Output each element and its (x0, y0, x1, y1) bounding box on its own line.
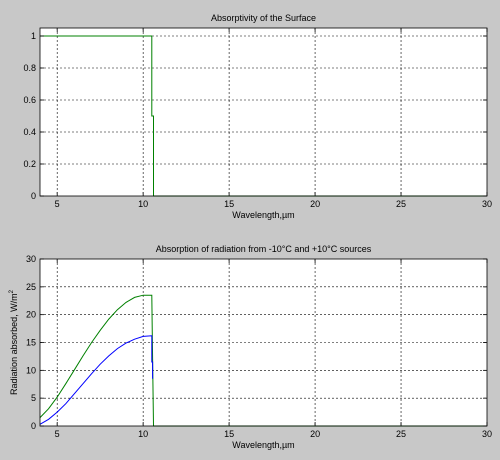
y-tick-label: 0 (31, 421, 36, 431)
y-ticks: 0 0.2 0.4 0.6 0.8 1 (23, 31, 487, 201)
y-axis-label-superscript: 2 (9, 289, 15, 293)
absorption-plot: 5 10 15 20 25 30 0 5 10 15 20 25 30 Absorption of r… (9, 244, 492, 450)
y-tick-label: 5 (31, 393, 36, 403)
y-tick-label: 0 (31, 191, 36, 201)
chart-title: Absorptivity of the Surface (211, 13, 316, 23)
chart-title: Absorption of radiation from -10°C and +… (156, 244, 372, 254)
y-tick-label: 1 (31, 31, 36, 41)
x-tick-label: 5 (55, 199, 60, 209)
x-tick-label: 20 (310, 199, 320, 209)
x-tick-label: 20 (310, 429, 320, 439)
y-tick-label: 25 (26, 282, 36, 292)
plot-area (40, 259, 487, 426)
series-group (39, 294, 487, 427)
x-axis-label: Wavelength,µm (232, 210, 294, 220)
y-tick-label: 10 (26, 365, 36, 375)
y-tick-label: 0.8 (23, 63, 36, 73)
absorptivity-plot: 5 10 15 20 25 30 0 0.2 0.4 0.6 0.8 1 Absorptivity … (23, 13, 492, 220)
y-ticks: 0 5 10 15 20 25 30 (26, 254, 487, 431)
series-line-1 (39, 335, 154, 425)
x-tick-label: 25 (396, 429, 406, 439)
y-tick-label: 0.4 (23, 127, 36, 137)
x-ticks: 5 10 15 20 25 30 (55, 28, 492, 209)
y-axis-label-text: Radiation absorbed, W/m (9, 293, 19, 395)
x-tick-label: 25 (396, 199, 406, 209)
y-tick-label: 20 (26, 310, 36, 320)
grid (40, 259, 487, 426)
y-tick-label: 30 (26, 254, 36, 264)
y-axis-label: Radiation absorbed, W/m2 (9, 289, 19, 395)
x-tick-label: 5 (55, 429, 60, 439)
x-axis-label: Wavelength,µm (232, 440, 294, 450)
plot-area (40, 28, 487, 196)
axes-box (39, 27, 488, 197)
y-tick-label: 0.6 (23, 95, 36, 105)
x-tick-label: 10 (138, 429, 148, 439)
x-tick-label: 30 (482, 199, 492, 209)
series-line-0 (39, 294, 487, 427)
y-tick-label: 0.2 (23, 159, 36, 169)
grid (40, 28, 487, 196)
x-tick-label: 15 (224, 199, 234, 209)
x-tick-label: 10 (138, 199, 148, 209)
y-tick-label: 15 (26, 338, 36, 348)
x-tick-label: 30 (482, 429, 492, 439)
x-ticks: 5 10 15 20 25 30 (55, 259, 492, 439)
x-tick-label: 15 (224, 429, 234, 439)
